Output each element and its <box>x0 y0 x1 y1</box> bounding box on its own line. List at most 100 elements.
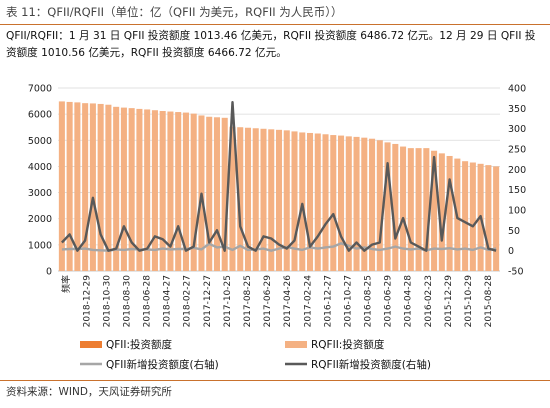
right-tick-label: 400 <box>508 84 526 95</box>
bar-rqfii <box>89 103 96 271</box>
bar-rqfii <box>306 132 314 271</box>
bar-rqfii <box>431 150 438 271</box>
bar-rqfii <box>159 111 166 272</box>
bar-rqfii <box>462 161 469 271</box>
bar-rqfii <box>260 128 267 271</box>
bar-rqfii <box>275 129 283 271</box>
legend-label-rqfii-new: RQFII新增投资额度(右轴) <box>311 358 431 371</box>
bar-rqfii <box>182 112 189 272</box>
bar-rqfii <box>105 104 112 271</box>
line-rqfii-new <box>61 100 497 252</box>
left-axis-ticks: 0 1000 2000 3000 4000 5000 6000 7000 <box>28 84 52 278</box>
x-tick-label: 2017-06-29 <box>263 275 273 328</box>
left-tick-label: 5000 <box>28 136 52 147</box>
bar-rqfii <box>268 129 275 271</box>
bar-rqfii <box>314 133 321 271</box>
x-tick-label: 2018-10-30 <box>102 275 112 328</box>
bar-series <box>58 101 500 272</box>
bar-rqfii <box>423 148 430 271</box>
bar-rqfii <box>353 136 360 271</box>
x-tick-label: 2017-02-24 <box>303 275 313 328</box>
line-series <box>61 100 497 252</box>
right-axis-ticks: -50 0 50 100 150 200 250 300 350 400 <box>508 84 526 278</box>
bar-rqfii <box>128 108 135 271</box>
bar-rqfii <box>229 126 236 271</box>
x-tick-label: 2018-08-30 <box>122 275 132 328</box>
x-tick-label: 2017-12-27 <box>203 275 213 327</box>
x-tick-label: 2017-08-25 <box>243 275 253 327</box>
legend-label-rqfii: RQFII:投资额度 <box>311 338 385 351</box>
x-tick-label: 2015-08-28 <box>484 275 494 328</box>
x-tick-label: 频率 <box>60 275 72 293</box>
bar-rqfii <box>345 136 352 271</box>
bar-rqfii <box>97 103 104 271</box>
bar-rqfii <box>322 134 329 271</box>
left-tick-label: 2000 <box>28 214 52 225</box>
bar-rqfii <box>252 128 259 271</box>
bar-rqfii <box>66 101 73 271</box>
x-tick-label: 2016-12-27 <box>323 275 333 327</box>
right-tick-label: 0 <box>508 246 514 257</box>
right-tick-label: 250 <box>508 145 526 156</box>
figure-caption: 表 11：QFII/RQFII（单位：亿（QFII 为美元，RQFII 为人民币… <box>6 5 343 19</box>
bar-rqfii <box>361 137 368 271</box>
right-tick-label: 150 <box>508 185 526 196</box>
right-tick-label: 350 <box>508 104 526 115</box>
bar-rqfii <box>485 165 492 271</box>
bar-rqfii <box>144 109 151 272</box>
bar-rqfii <box>167 111 174 272</box>
x-tick-label: 2015-12-29 <box>444 275 454 328</box>
bar-rqfii <box>415 148 422 271</box>
left-tick-label: 6000 <box>28 110 52 121</box>
bar-rqfii <box>244 127 252 271</box>
bar-rqfii <box>151 110 158 271</box>
left-tick-label: 3000 <box>28 188 52 199</box>
bar-rqfii <box>400 146 407 271</box>
bar-rqfii <box>438 153 445 271</box>
summary-text: QFII/RQFII：1 月 31 日 QFII 投资额度 1013.46 亿美… <box>6 30 536 59</box>
x-tick-label: 2018-04-27 <box>163 275 173 327</box>
bar-rqfii <box>113 106 120 271</box>
legend-label-qfii: QFII:投资额度 <box>106 338 173 351</box>
bottom-rule <box>0 380 550 381</box>
bar-rqfii <box>206 116 213 271</box>
x-tick-label: 2018-12-29 <box>82 275 92 328</box>
bar-rqfii <box>82 103 89 271</box>
bar-rqfii <box>376 140 383 271</box>
bar-rqfii <box>299 132 306 271</box>
right-tick-label: 300 <box>508 124 526 135</box>
bar-rqfii <box>338 135 345 271</box>
bar-rqfii <box>384 142 391 271</box>
bar-rqfii <box>120 107 127 271</box>
x-tick-label: 2018-02-27 <box>183 275 193 327</box>
x-tick-label: 2018-06-28 <box>143 275 153 328</box>
bar-rqfii <box>175 112 182 272</box>
x-axis-ticks: 频率 2018-12-29 2018-10-30 2018-08-30 2018-06-… <box>60 275 494 328</box>
bar-rqfii <box>392 143 399 271</box>
left-tick-label: 0 <box>46 267 52 278</box>
bar-rqfii <box>190 113 197 272</box>
bar-rqfii <box>283 130 290 271</box>
top-rule <box>0 24 550 25</box>
bar-rqfii <box>213 117 220 271</box>
x-tick-label: 2016-04-28 <box>404 275 414 328</box>
bar-rqfii <box>446 155 453 271</box>
bar-rqfii <box>469 162 476 271</box>
legend: QFII:投资额度 RQFII:投资额度 QFII新增投资额度(右轴) RQFI… <box>80 338 431 371</box>
x-tick-label: 2017-10-25 <box>223 275 233 327</box>
source-note: 资料来源：WIND，天风证券研究所 <box>6 386 172 398</box>
legend-swatch-qfii <box>80 341 102 348</box>
bar-rqfii <box>369 138 376 271</box>
x-tick-label: 2016-08-25 <box>364 275 374 327</box>
bar-rqfii <box>330 135 337 271</box>
x-tick-label: 2016-10-27 <box>343 275 353 327</box>
bar-rqfii <box>493 166 500 271</box>
bar-rqfii <box>237 127 244 271</box>
bar-rqfii <box>136 108 143 272</box>
x-tick-label: 2017-04-26 <box>283 275 293 328</box>
right-tick-label: 200 <box>508 165 526 176</box>
left-tick-label: 1000 <box>28 240 52 251</box>
bar-rqfii <box>407 148 414 271</box>
left-tick-label: 4000 <box>28 162 52 173</box>
